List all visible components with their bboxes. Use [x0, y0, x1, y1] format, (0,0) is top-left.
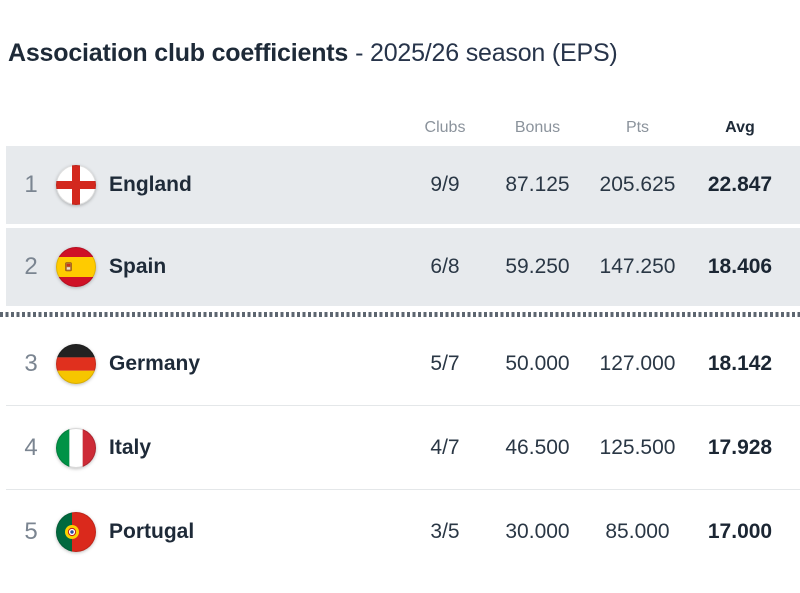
rank-number: 3 [24, 349, 38, 377]
bonus-cell: 46.500 [505, 435, 570, 459]
avg-cell: 18.406 [707, 255, 773, 278]
country-cell: Spain [56, 247, 400, 287]
country-name: Spain [109, 255, 167, 278]
bonus-cell: 87.125 [505, 173, 570, 196]
rank-number: 2 [24, 253, 38, 280]
column-header-bonus: Bonus [514, 119, 561, 136]
column-header-pts: Pts [625, 119, 650, 136]
rank-number: 4 [24, 433, 38, 461]
rank-number: 5 [24, 518, 38, 545]
pts-cell: 125.500 [599, 435, 676, 459]
germany-flag-icon [56, 343, 96, 384]
italy-flag-icon [56, 427, 96, 468]
avg-cell: 22.847 [707, 173, 773, 196]
page-title-main: Association club coefficients [8, 39, 349, 67]
country-name: Portugal [109, 520, 195, 543]
country-name: Germany [109, 351, 201, 375]
clubs-cell: 3/5 [430, 520, 460, 543]
avg-cell: 17.928 [707, 435, 773, 459]
table-row-spain[interactable]: 2 Spain 6/8 59.250 [6, 228, 800, 306]
table-row-england[interactable]: 1 England 9/9 87.125 205.625 22.847 [6, 146, 800, 224]
country-name: Italy [109, 435, 152, 459]
country-cell: England [56, 165, 400, 205]
column-header-clubs: Clubs [424, 119, 466, 136]
clubs-cell: 5/7 [430, 351, 460, 375]
clubs-cell: 9/9 [430, 173, 460, 196]
country-cell: Portugal [56, 512, 400, 552]
coefficients-table: 1 England 9/9 87.125 205.625 22.847 2 [0, 146, 800, 574]
avg-cell: 18.142 [707, 351, 773, 375]
bonus-cell: 59.250 [505, 255, 570, 278]
country-cell: Germany [56, 343, 400, 384]
page-title-season-suffix: - 2025/26 season (EPS) [355, 39, 618, 67]
country-name: England [109, 173, 192, 196]
table-row-germany[interactable]: 3 Germany 5/7 50.000 127.000 18.142 [6, 322, 800, 406]
pts-cell: 85.000 [605, 520, 670, 543]
page-title: Association club coefficients - 2025/26 s… [8, 38, 800, 68]
cutoff-dots [0, 311, 800, 317]
portugal-flag-icon [56, 512, 96, 552]
clubs-cell: 4/7 [430, 435, 460, 459]
table-row-italy[interactable]: 4 Italy 4/7 46.500 125.500 17.928 [6, 406, 800, 490]
spain-flag-icon [56, 247, 96, 287]
avg-cell: 17.000 [707, 520, 773, 543]
england-flag-icon [56, 165, 96, 205]
table-header-row: Clubs Bonus Pts Avg [0, 110, 800, 146]
clubs-cell: 6/8 [430, 255, 460, 278]
table-row-portugal[interactable]: 5 Portugal 3/5 30.000 85.000 [6, 490, 800, 574]
bonus-cell: 30.000 [505, 520, 570, 543]
pts-cell: 127.000 [599, 351, 676, 375]
country-cell: Italy [56, 427, 400, 468]
rank-number: 1 [24, 171, 38, 198]
bonus-cell: 50.000 [505, 351, 570, 375]
pts-cell: 147.250 [599, 255, 676, 278]
pts-cell: 205.625 [599, 173, 676, 196]
qualification-cutoff-line [0, 306, 800, 322]
column-header-avg: Avg [725, 119, 755, 136]
